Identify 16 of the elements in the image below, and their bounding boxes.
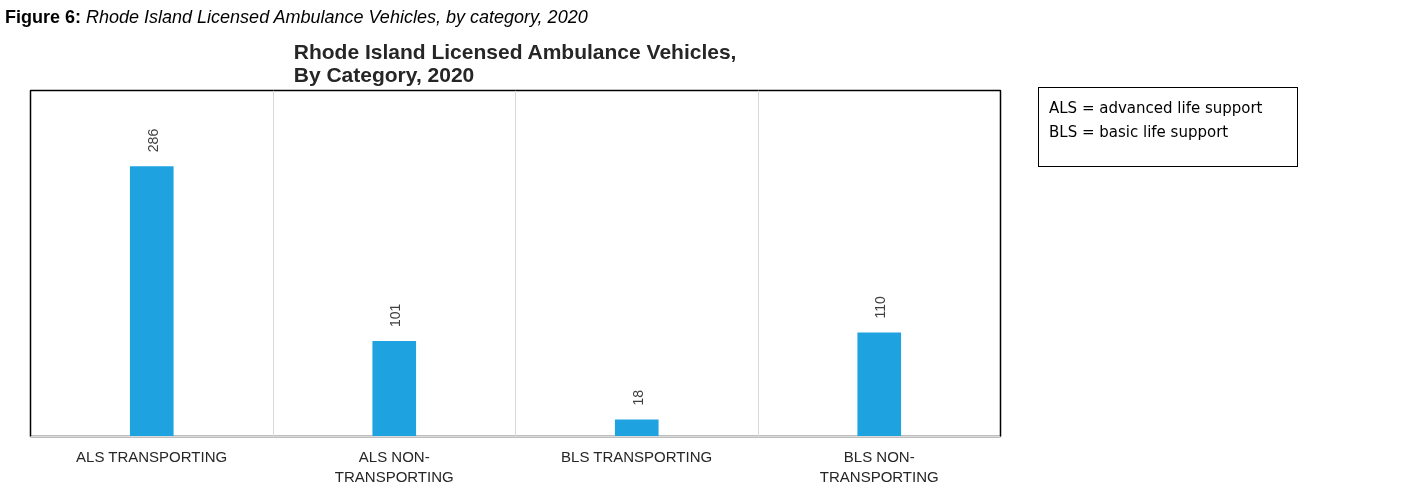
text: BLS = basic life support [1049, 123, 1229, 141]
data-label: 110 [872, 296, 889, 319]
data-label: 18 [629, 389, 646, 406]
data-label: 101 [387, 303, 404, 328]
x-tick-label: BLS NON-TRANSPORTING [819, 447, 939, 485]
bar [857, 332, 902, 437]
bar [372, 341, 417, 437]
x-tick-label: ALS TRANSPORTING [76, 447, 228, 465]
bar [129, 166, 174, 437]
text: ALS = advanced life support [1049, 99, 1263, 117]
caption: Figure 6: Rhode Island Licensed Ambulance Vehicles, by category, 2020 [5, 7, 588, 27]
chart-title: Rhode Island Licensed Ambulance Vehicles, By Category, 2020 [293, 39, 737, 86]
bar [614, 419, 659, 437]
x-tick-label: BLS TRANSPORTING [561, 447, 713, 465]
x-tick-label: ALS NON-TRANSPORTING [334, 447, 454, 485]
data-label: 286 [144, 128, 161, 153]
